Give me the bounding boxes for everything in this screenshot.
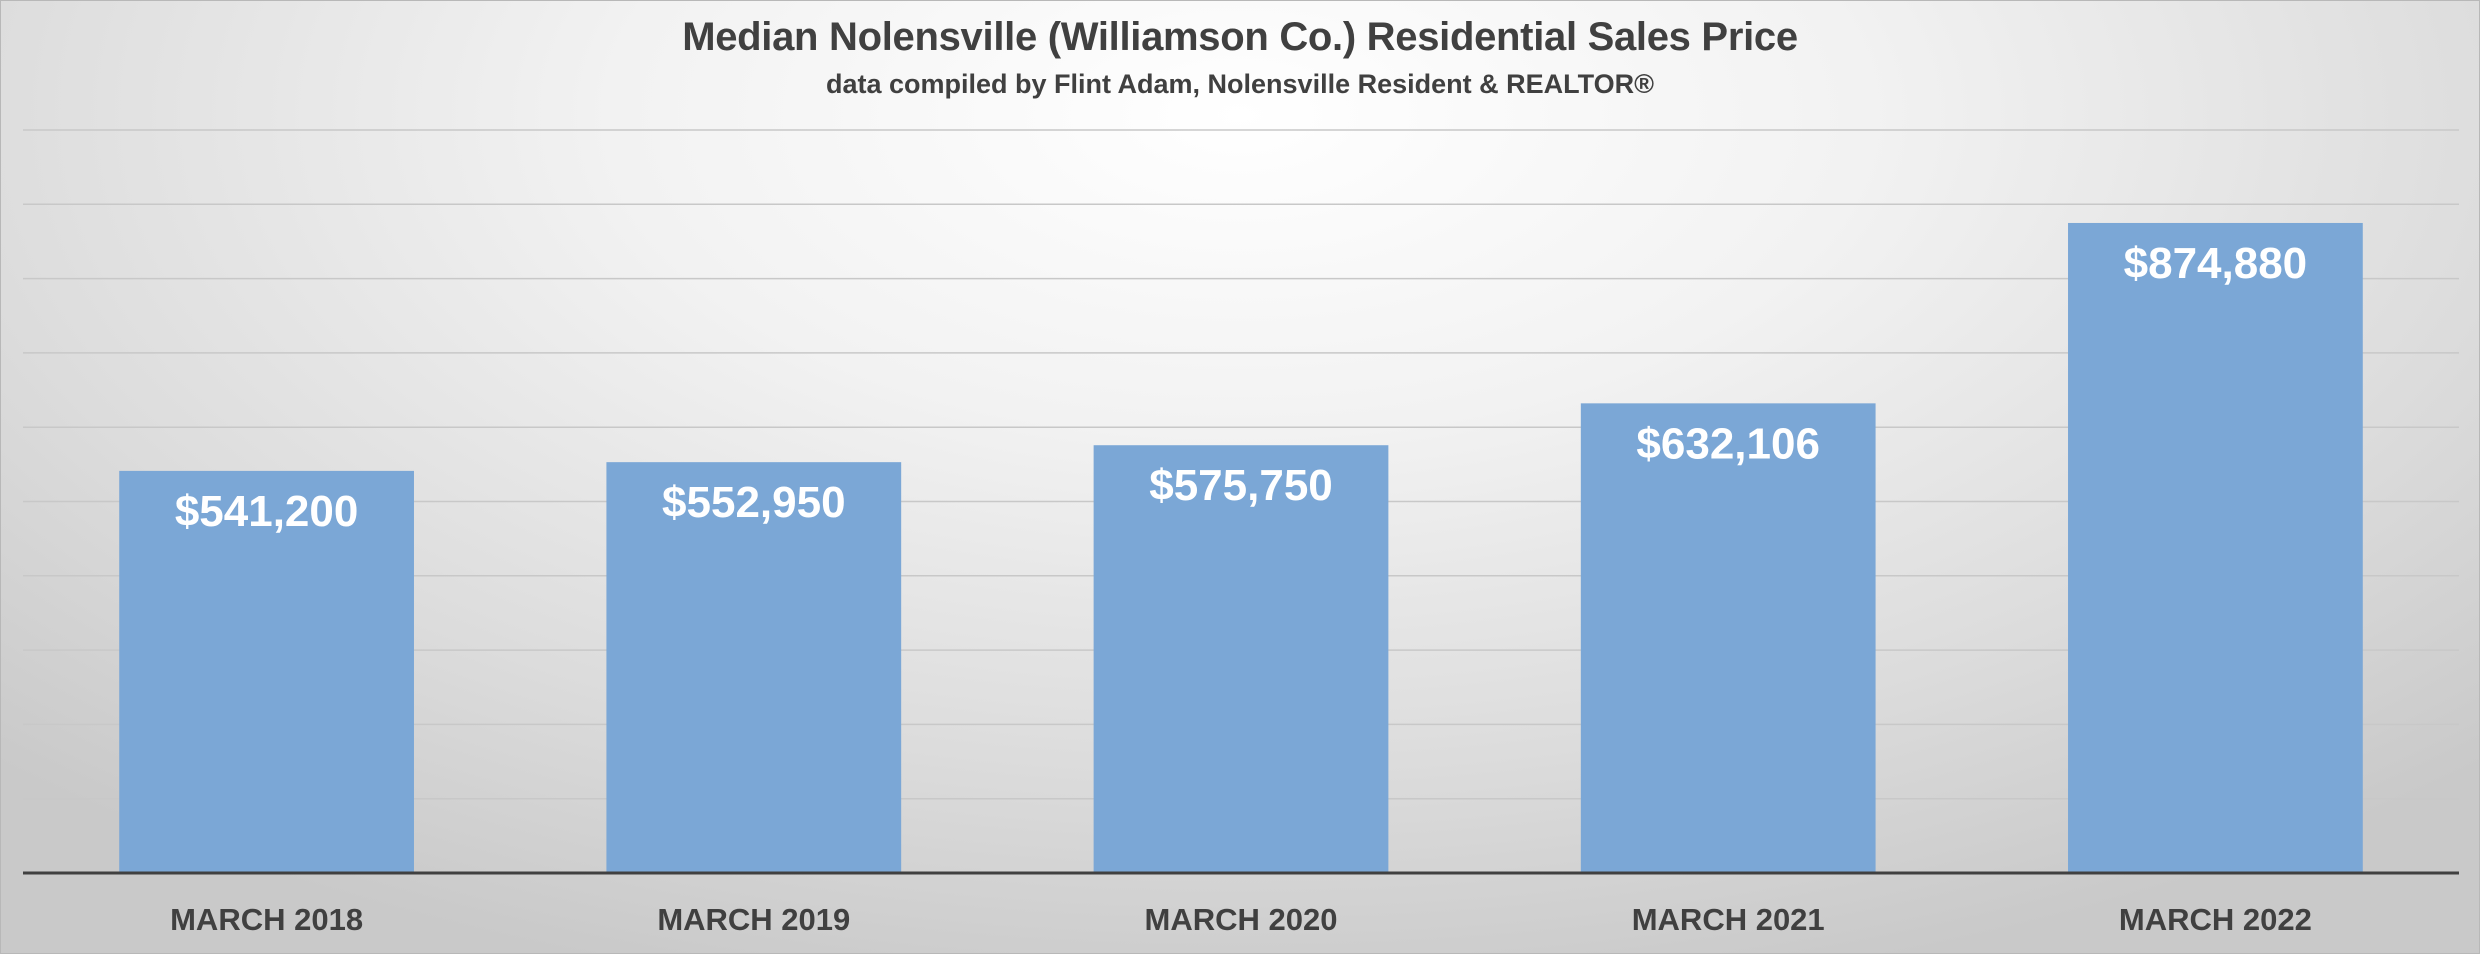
bar bbox=[1093, 445, 1389, 873]
chart-title: Median Nolensville (Williamson Co.) Resi… bbox=[682, 15, 1798, 59]
bars bbox=[119, 222, 2363, 873]
bar-data-label: $632,106 bbox=[1636, 419, 1820, 468]
bar bbox=[1580, 403, 1876, 873]
x-tick-labels: MARCH 2018 MARCH 2019 MARCH 2020 MARCH 2021… bbox=[170, 902, 2312, 937]
x-tick-label: MARCH 2018 bbox=[170, 902, 363, 937]
bar bbox=[2068, 222, 2363, 873]
data-labels: $541,200 $552,950 $575,750 $632,106 $874,880 bbox=[175, 239, 2307, 536]
bar bbox=[119, 470, 414, 873]
bar-data-label: $552,950 bbox=[662, 478, 846, 527]
bar bbox=[606, 462, 902, 873]
bar-data-label: $541,200 bbox=[175, 487, 359, 536]
x-tick-label: MARCH 2019 bbox=[657, 902, 850, 937]
bar-data-label: $575,750 bbox=[1149, 461, 1333, 510]
bar-data-label: $874,880 bbox=[2124, 239, 2308, 288]
chart-subtitle: data compiled by Flint Adam, Nolensville… bbox=[825, 69, 1655, 99]
x-tick-label: MARCH 2022 bbox=[2119, 902, 2312, 937]
x-tick-label: MARCH 2020 bbox=[1145, 902, 1338, 937]
x-tick-label: MARCH 2021 bbox=[1632, 902, 1825, 937]
